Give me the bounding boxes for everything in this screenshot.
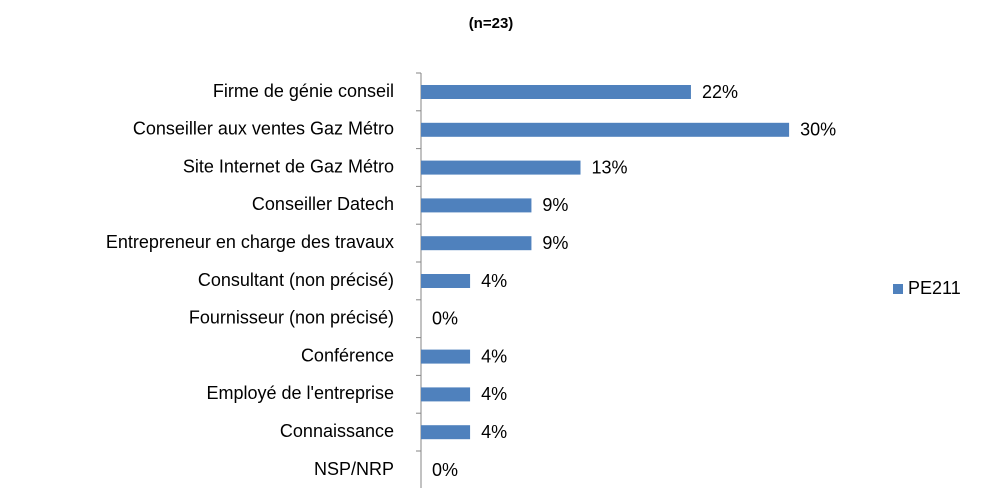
chart-title: (n=23) <box>469 15 514 32</box>
category-label: Entrepreneur en charge des travaux <box>106 232 394 252</box>
category-label: Site Internet de Gaz Métro <box>183 156 394 176</box>
category-label: Consultant (non précisé) <box>198 270 394 290</box>
data-label: 13% <box>592 157 628 177</box>
category-label: Fournisseur (non précisé) <box>189 308 394 328</box>
bar <box>421 349 471 364</box>
data-label: 30% <box>800 120 836 140</box>
data-label: 9% <box>542 233 568 253</box>
bar <box>421 160 581 175</box>
category-label: Conseiller aux ventes Gaz Métro <box>133 119 394 139</box>
data-label: 4% <box>481 384 507 404</box>
bar <box>421 85 691 99</box>
category-label: Conseiller Datech <box>252 194 394 214</box>
category-label: Employé de l'entreprise <box>206 383 394 403</box>
bar <box>421 236 532 251</box>
bar <box>421 122 790 137</box>
data-label: 0% <box>432 309 458 329</box>
bar <box>421 425 471 440</box>
category-label: NSP/NRP <box>314 459 394 479</box>
legend-swatch <box>893 284 903 294</box>
data-label: 9% <box>542 195 568 215</box>
category-label: Conférence <box>301 345 394 365</box>
data-label: 4% <box>481 346 507 366</box>
data-label: 4% <box>481 422 507 442</box>
category-label: Firme de génie conseil <box>213 81 394 101</box>
bar <box>421 387 471 402</box>
bar <box>421 274 471 288</box>
data-label: 22% <box>702 82 738 102</box>
bar <box>421 198 532 213</box>
data-label: 0% <box>432 460 458 480</box>
legend-label: PE211 <box>908 278 961 298</box>
category-label: Connaissance <box>280 421 394 441</box>
data-label: 4% <box>481 271 507 291</box>
